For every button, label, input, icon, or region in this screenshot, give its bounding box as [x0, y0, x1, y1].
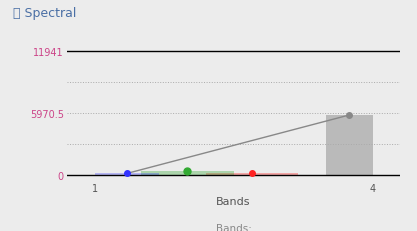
Bar — [326, 116, 372, 175]
Bar — [206, 173, 299, 175]
X-axis label: Bands: Bands — [216, 196, 251, 206]
Bar — [141, 171, 234, 175]
Bar — [95, 174, 159, 175]
Legend: 4, 461, 823, 379: 4, 461, 823, 379 — [145, 221, 322, 231]
Text: ⤵ Spectral: ⤵ Spectral — [13, 7, 76, 20]
